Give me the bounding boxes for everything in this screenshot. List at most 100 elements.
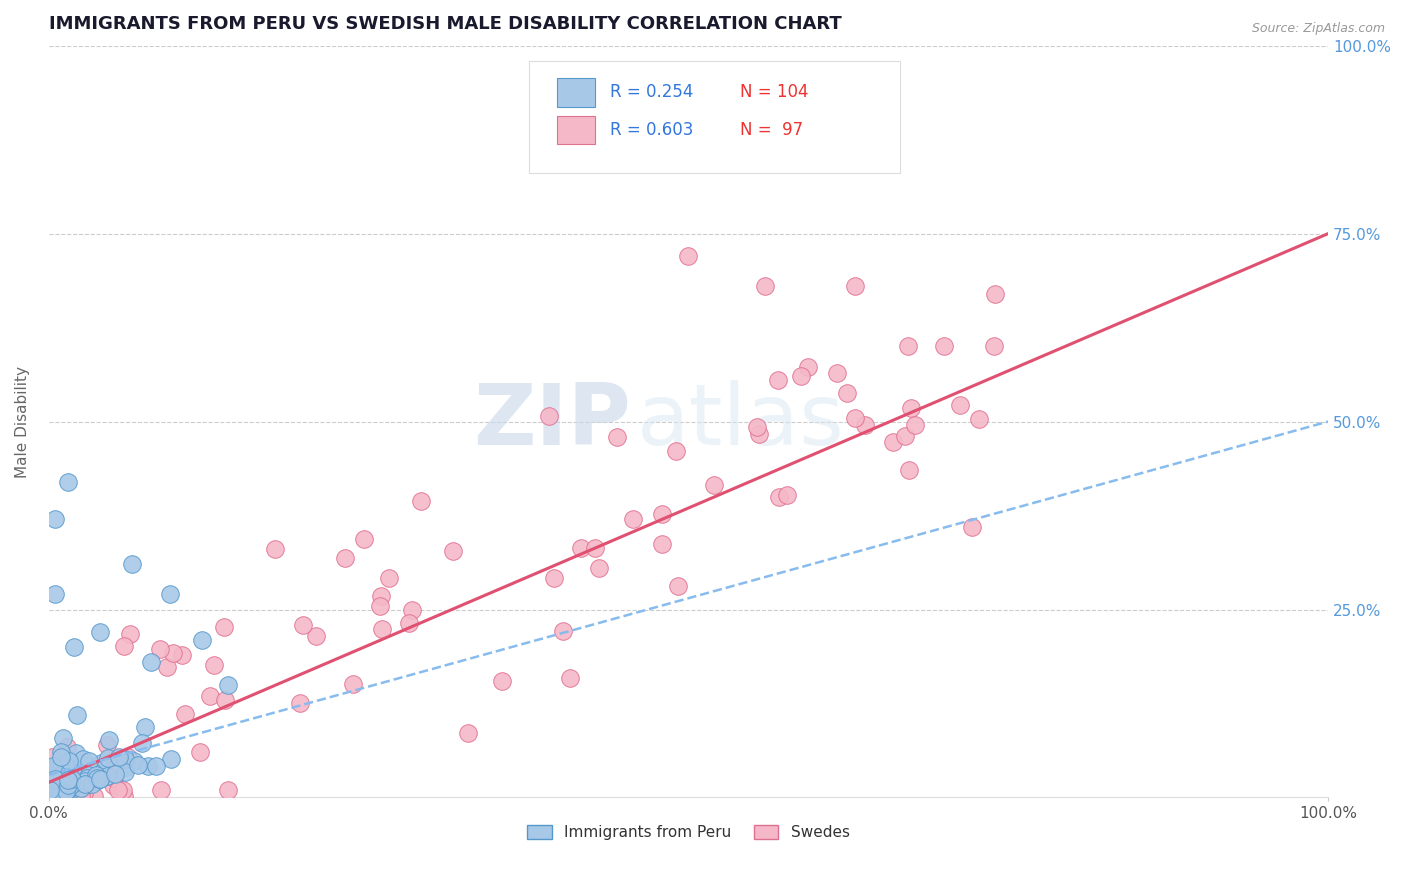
- Point: [46, 784, 69, 798]
- Point: [73, 777, 96, 791]
- Point: [202, 658, 225, 673]
- Point: [651, 507, 673, 521]
- Point: [84, 773, 107, 788]
- Point: [441, 544, 464, 558]
- Point: [73, 786, 96, 800]
- Point: [112, 783, 135, 797]
- Point: [217, 783, 239, 797]
- Point: [893, 428, 915, 442]
- Point: [49, 756, 72, 770]
- Point: [101, 778, 124, 792]
- Point: [898, 463, 921, 477]
- Text: IMMIGRANTS FROM PERU VS SWEDISH MALE DISABILITY CORRELATION CHART: IMMIGRANTS FROM PERU VS SWEDISH MALE DIS…: [49, 15, 842, 33]
- Text: R = 0.603: R = 0.603: [610, 120, 693, 139]
- Point: [62, 764, 84, 779]
- Point: [38, 776, 60, 790]
- Point: [853, 417, 876, 432]
- Point: [333, 551, 356, 566]
- Point: [59, 780, 82, 794]
- Point: [96, 768, 118, 782]
- Point: [569, 541, 592, 556]
- Point: [353, 532, 375, 546]
- Point: [370, 589, 392, 603]
- Text: atlas: atlas: [637, 380, 845, 463]
- Point: [56, 761, 79, 775]
- Point: [44, 788, 66, 802]
- Point: [58, 768, 80, 782]
- Point: [63, 640, 86, 654]
- Point: [191, 632, 214, 647]
- Point: [149, 641, 172, 656]
- Point: [665, 443, 688, 458]
- Point: [56, 475, 79, 489]
- Point: [104, 767, 127, 781]
- Point: [401, 603, 423, 617]
- Point: [666, 579, 689, 593]
- Point: [77, 767, 100, 781]
- Point: [398, 615, 420, 630]
- Point: [121, 558, 143, 572]
- Point: [149, 783, 172, 797]
- Point: [200, 690, 222, 704]
- Point: [114, 765, 136, 780]
- Point: [292, 618, 315, 632]
- Point: [39, 783, 62, 797]
- Point: [46, 783, 69, 797]
- Point: [156, 660, 179, 674]
- Point: [52, 767, 75, 781]
- Point: [80, 777, 103, 791]
- Point: [56, 784, 79, 798]
- Point: [754, 279, 776, 293]
- Point: [491, 673, 513, 688]
- Point: [79, 754, 101, 768]
- Text: ZIP: ZIP: [474, 380, 631, 463]
- Point: [114, 752, 136, 766]
- Point: [932, 339, 955, 353]
- Point: [835, 386, 858, 401]
- Point: [60, 772, 83, 787]
- Point: [903, 418, 925, 433]
- Point: [98, 733, 121, 747]
- Point: [52, 774, 75, 789]
- Point: [107, 783, 129, 797]
- Point: [49, 744, 72, 758]
- Point: [66, 784, 89, 798]
- Point: [264, 541, 287, 556]
- Point: [53, 760, 76, 774]
- Point: [55, 773, 77, 788]
- Point: [104, 756, 127, 770]
- Point: [72, 752, 94, 766]
- Point: [63, 779, 86, 793]
- Point: [58, 775, 80, 789]
- Point: [49, 756, 72, 770]
- Point: [118, 627, 141, 641]
- Point: [51, 784, 73, 798]
- Point: [48, 784, 70, 798]
- Point: [65, 747, 87, 761]
- Text: N = 104: N = 104: [740, 83, 808, 102]
- Point: [748, 426, 770, 441]
- Point: [776, 488, 799, 502]
- Point: [51, 750, 73, 764]
- Point: [66, 708, 89, 723]
- Point: [82, 764, 104, 779]
- Point: [45, 779, 67, 793]
- Point: [55, 739, 77, 754]
- Point: [159, 752, 181, 766]
- Point: [59, 782, 82, 797]
- Point: [52, 783, 75, 797]
- Point: [678, 249, 700, 263]
- Legend: Immigrants from Peru, Swedes: Immigrants from Peru, Swedes: [522, 819, 856, 847]
- Point: [39, 776, 62, 790]
- Point: [67, 756, 90, 770]
- Point: [49, 787, 72, 801]
- Point: [747, 420, 769, 434]
- Point: [558, 671, 581, 685]
- Point: [46, 786, 69, 800]
- Point: [378, 571, 401, 585]
- Text: N =  97: N = 97: [740, 120, 803, 139]
- Point: [62, 765, 84, 780]
- Point: [127, 757, 149, 772]
- Point: [41, 789, 63, 804]
- Point: [83, 789, 105, 803]
